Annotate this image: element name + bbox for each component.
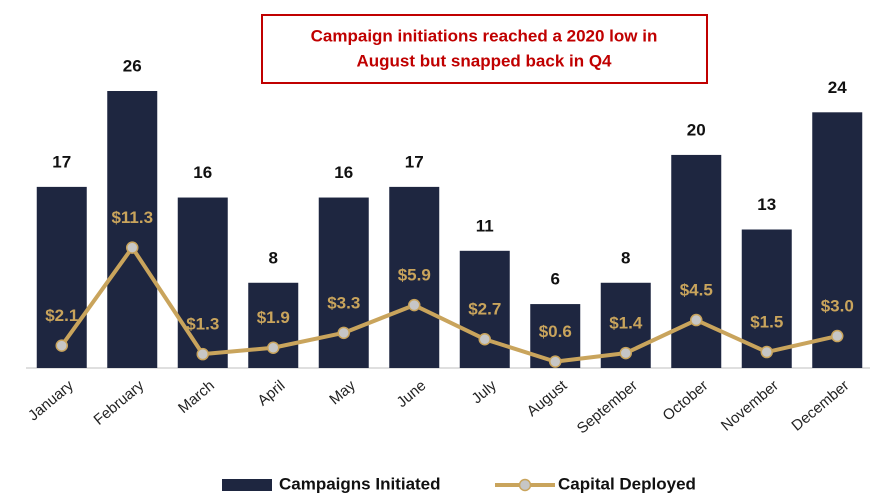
bar-value-label: 6 (551, 270, 560, 289)
bar-value-label: 26 (123, 56, 142, 75)
bar (671, 154, 722, 368)
legend-label: Campaigns Initiated (279, 474, 441, 493)
x-tick-label: January (25, 377, 77, 425)
annotation-box (261, 14, 708, 84)
line-marker (337, 326, 350, 340)
line-value-label: $4.5 (680, 281, 713, 300)
annotation: Campaign initiations reached a 2020 low … (311, 26, 658, 45)
bar (812, 112, 863, 368)
line-marker (196, 347, 209, 361)
x-tick-label: October (660, 377, 712, 424)
x-tick-label: December (788, 377, 852, 435)
bar (107, 91, 158, 368)
x-tick-label: June (394, 377, 430, 411)
line-value-label: $1.4 (609, 314, 643, 333)
legend-marker (518, 478, 532, 492)
x-tick-label: February (90, 377, 147, 429)
annotation: August but snapped back in Q4 (356, 51, 612, 70)
bar (318, 197, 369, 368)
x-tick-label: September (574, 377, 641, 437)
line-marker (126, 241, 139, 254)
line-value-label: $3.0 (821, 297, 854, 316)
bar (389, 186, 440, 368)
line-marker (760, 345, 773, 359)
line-marker (55, 339, 68, 352)
bar-value-label: 17 (405, 152, 424, 171)
line-value-label: $3.3 (327, 293, 360, 312)
bar-value-label: 16 (193, 163, 212, 182)
line-value-label: $0.6 (539, 322, 572, 341)
legend-label: Capital Deployed (558, 474, 696, 493)
line-value-label: $1.9 (257, 308, 290, 327)
bar (36, 186, 87, 368)
x-tick-label: July (469, 377, 501, 407)
line-marker (831, 329, 844, 343)
x-tick-label: August (524, 377, 571, 421)
line-value-label: $1.5 (750, 313, 783, 332)
bar-value-label: 17 (52, 152, 71, 171)
line-marker (478, 332, 491, 346)
bar-value-label: 8 (269, 248, 278, 267)
legend-swatch (222, 479, 272, 491)
line-value-label: $5.9 (398, 266, 431, 285)
line-marker (690, 313, 703, 327)
x-tick-label: March (175, 377, 218, 417)
x-tick-label: November (718, 377, 782, 435)
bar-value-label: 11 (476, 216, 494, 235)
bar-value-label: 8 (621, 248, 630, 267)
line-marker (408, 298, 421, 312)
bar (459, 250, 510, 368)
line-value-label: $11.3 (111, 208, 153, 227)
line-value-label: $2.1 (45, 306, 78, 325)
bar-value-label: 24 (828, 78, 847, 97)
line-marker (267, 341, 280, 355)
line (60, 245, 838, 364)
bar-value-label: 13 (757, 195, 776, 214)
line-marker (619, 346, 632, 360)
bar-value-label: 20 (687, 120, 706, 139)
x-tick-label: April (254, 377, 288, 409)
bar (177, 197, 228, 368)
line-value-label: $2.7 (468, 300, 501, 319)
x-tick-label: May (326, 377, 359, 409)
bar-value-label: 16 (334, 163, 353, 182)
line-value-label: $1.3 (186, 315, 219, 334)
line-marker (549, 355, 562, 368)
